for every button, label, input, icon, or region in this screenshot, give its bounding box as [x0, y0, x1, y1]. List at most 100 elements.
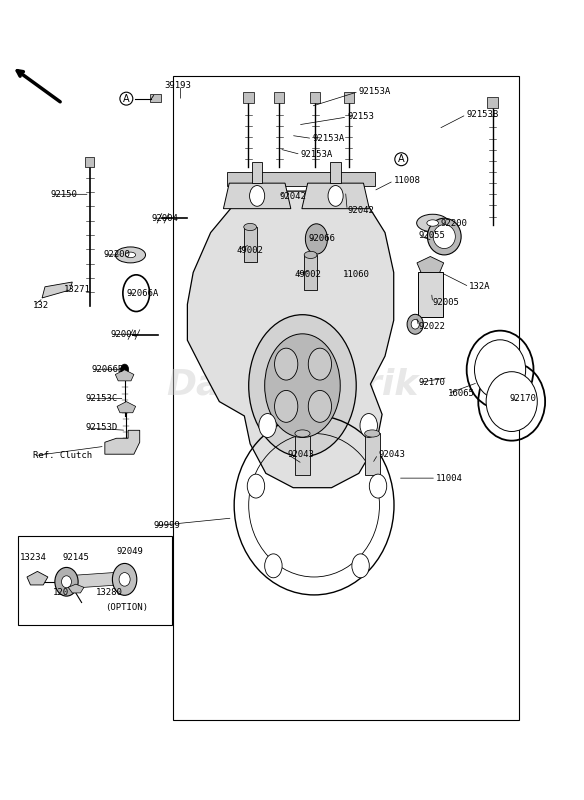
Ellipse shape: [112, 563, 137, 595]
Text: 49002: 49002: [295, 270, 322, 278]
Text: Ref. Clutch: Ref. Clutch: [33, 451, 92, 460]
Text: 92170: 92170: [419, 378, 446, 387]
Text: 92153A: 92153A: [301, 150, 333, 159]
Ellipse shape: [407, 314, 423, 334]
Circle shape: [369, 474, 387, 498]
Bar: [274, 92, 284, 103]
Ellipse shape: [244, 223, 256, 230]
Text: 92005: 92005: [433, 298, 460, 307]
Text: 13271: 13271: [64, 286, 91, 294]
Bar: [331, 162, 341, 183]
Ellipse shape: [364, 430, 380, 437]
Circle shape: [265, 334, 340, 438]
Bar: [418, 273, 443, 317]
Circle shape: [308, 348, 332, 380]
Ellipse shape: [119, 573, 130, 586]
Polygon shape: [105, 430, 140, 454]
Text: 49002: 49002: [237, 246, 263, 254]
Text: 11004: 11004: [436, 474, 463, 482]
Polygon shape: [302, 183, 369, 209]
Text: 99999: 99999: [154, 522, 180, 530]
Text: 92055: 92055: [419, 231, 446, 240]
Ellipse shape: [427, 220, 439, 226]
Circle shape: [249, 186, 265, 206]
Text: 92043: 92043: [378, 450, 405, 458]
Bar: [227, 172, 375, 186]
Ellipse shape: [125, 252, 135, 258]
Bar: [487, 97, 498, 108]
Text: 13280: 13280: [96, 589, 123, 598]
Circle shape: [265, 554, 282, 578]
Text: 132: 132: [33, 302, 50, 310]
Bar: [344, 92, 354, 103]
Text: 92066: 92066: [308, 234, 335, 243]
Polygon shape: [42, 282, 72, 298]
Ellipse shape: [486, 372, 537, 431]
Text: 92004: 92004: [110, 330, 138, 339]
Text: 92153D: 92153D: [86, 423, 118, 433]
Text: 92170: 92170: [510, 394, 537, 403]
Text: 92066B: 92066B: [92, 366, 124, 374]
Bar: [364, 434, 380, 475]
Text: 92042: 92042: [347, 206, 374, 214]
Text: 92200: 92200: [103, 250, 130, 259]
Text: 92145: 92145: [62, 554, 89, 562]
Bar: [85, 157, 95, 167]
Text: 92022: 92022: [419, 322, 446, 331]
Circle shape: [308, 390, 332, 422]
Text: 92066A: 92066A: [126, 289, 159, 298]
Circle shape: [305, 224, 328, 254]
Text: 132A: 132A: [470, 282, 491, 291]
Text: 92043: 92043: [287, 450, 314, 458]
Circle shape: [360, 414, 377, 438]
Bar: [150, 94, 161, 102]
Text: 11060: 11060: [343, 270, 370, 278]
Bar: [244, 227, 256, 262]
Ellipse shape: [427, 218, 461, 255]
Ellipse shape: [61, 576, 71, 588]
Bar: [304, 255, 317, 290]
Text: 92153: 92153: [347, 113, 374, 122]
Text: (OPTION): (OPTION): [105, 602, 148, 612]
Polygon shape: [27, 571, 48, 585]
Ellipse shape: [411, 319, 419, 329]
Ellipse shape: [249, 314, 356, 457]
Circle shape: [274, 348, 298, 380]
Polygon shape: [187, 191, 394, 488]
Text: 16065: 16065: [448, 389, 475, 398]
Text: A: A: [123, 94, 130, 104]
Circle shape: [120, 364, 128, 375]
Text: DanteSaurik: DanteSaurik: [166, 367, 418, 401]
Polygon shape: [417, 257, 444, 273]
Text: 120: 120: [53, 589, 69, 598]
Polygon shape: [117, 402, 135, 413]
Bar: [252, 162, 262, 183]
Ellipse shape: [304, 251, 317, 258]
Text: 39193: 39193: [164, 81, 191, 90]
Text: 11008: 11008: [394, 176, 420, 186]
Ellipse shape: [416, 214, 449, 232]
Text: 92153B: 92153B: [467, 110, 499, 119]
Text: 92042: 92042: [279, 192, 306, 202]
Polygon shape: [72, 572, 119, 588]
Circle shape: [247, 474, 265, 498]
Circle shape: [274, 390, 298, 422]
Polygon shape: [68, 584, 84, 593]
Circle shape: [352, 554, 369, 578]
Ellipse shape: [115, 247, 145, 263]
Ellipse shape: [55, 567, 78, 596]
Text: A: A: [398, 154, 405, 164]
Text: 92153C: 92153C: [86, 394, 118, 403]
Text: 92150: 92150: [51, 190, 78, 199]
Ellipse shape: [433, 225, 456, 249]
Text: 13234: 13234: [20, 554, 47, 562]
Text: 92200: 92200: [440, 218, 467, 227]
Ellipse shape: [475, 340, 526, 400]
Bar: [18, 535, 172, 625]
Polygon shape: [224, 183, 291, 209]
Bar: [173, 76, 519, 721]
Bar: [243, 92, 253, 103]
Bar: [310, 92, 321, 103]
Text: 92153A: 92153A: [359, 87, 391, 96]
Bar: [295, 434, 310, 475]
